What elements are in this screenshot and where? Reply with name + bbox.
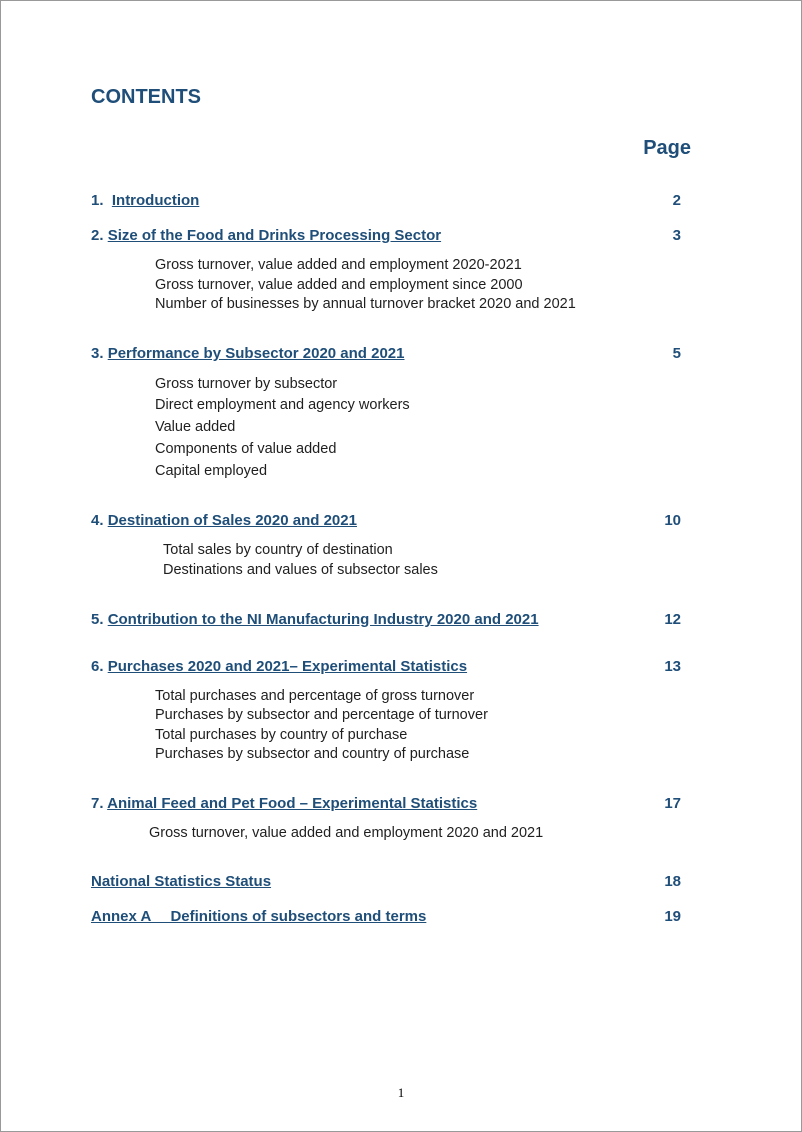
toc-subitem: Purchases by subsector and country of pu…: [155, 745, 711, 765]
toc-subitem: Components of value added: [155, 439, 711, 461]
toc-entry-label[interactable]: 5. Contribution to the NI Manufacturing …: [91, 611, 539, 628]
toc-subitem: Number of businesses by annual turnover …: [155, 295, 711, 315]
contents-title: CONTENTS: [91, 86, 711, 109]
toc-subitem: Direct employment and agency workers: [155, 395, 711, 417]
toc-row: 2. Size of the Food and Drinks Processin…: [91, 227, 711, 244]
toc-entry-label[interactable]: 7. Animal Feed and Pet Food – Experiment…: [91, 795, 477, 812]
toc-subitem: Gross turnover, value added and employme…: [149, 824, 711, 844]
toc-entry: 7. Animal Feed and Pet Food – Experiment…: [91, 795, 711, 844]
toc-entry-link[interactable]: Annex A Definitions of subsectors and te…: [91, 908, 426, 925]
toc-entry-number: 2.: [91, 227, 104, 244]
toc-entry-number: 4.: [91, 512, 104, 529]
toc-subitem: Capital employed: [155, 461, 711, 483]
toc-entry: National Statistics Status 18: [91, 873, 711, 890]
toc-entry-link[interactable]: Animal Feed and Pet Food – Experimental …: [107, 795, 477, 812]
toc-subitems: Total sales by country of destinationDes…: [163, 541, 711, 580]
toc-entry: 2. Size of the Food and Drinks Processin…: [91, 227, 711, 315]
toc-entry-label[interactable]: 4. Destination of Sales 2020 and 2021: [91, 512, 357, 529]
toc-row: 7. Animal Feed and Pet Food – Experiment…: [91, 795, 711, 812]
toc-entry: 6. Purchases 2020 and 2021– Experimental…: [91, 658, 711, 765]
toc-subitem: Purchases by subsector and percentage of…: [155, 706, 711, 726]
toc-row: 4. Destination of Sales 2020 and 2021 10: [91, 512, 711, 529]
toc-entry-page: 19: [664, 908, 711, 925]
toc-entry-link[interactable]: National Statistics Status: [91, 873, 271, 890]
toc-entry-label[interactable]: 6. Purchases 2020 and 2021– Experimental…: [91, 658, 467, 675]
toc-entry: 1. Introduction 2: [91, 192, 711, 209]
toc-entry-page: 12: [664, 611, 711, 628]
toc-subitems: Total purchases and percentage of gross …: [155, 687, 711, 765]
toc-subitems: Gross turnover, value added and employme…: [149, 824, 711, 844]
toc-entry-page: 2: [673, 192, 711, 209]
toc-entry-number: 6.: [91, 658, 104, 675]
toc-subitem: Gross turnover, value added and employme…: [155, 256, 711, 276]
toc-subitems: Gross turnover by subsectorDirect employ…: [155, 374, 711, 483]
toc-entry-page: 5: [673, 345, 711, 362]
page-column-header: Page: [91, 137, 711, 160]
toc-entry-link[interactable]: Introduction: [112, 192, 199, 209]
toc-entry-label[interactable]: 3. Performance by Subsector 2020 and 202…: [91, 345, 405, 362]
toc-subitems: Gross turnover, value added and employme…: [155, 256, 711, 315]
toc-entry-number: 3.: [91, 345, 104, 362]
toc-entry-label[interactable]: National Statistics Status: [91, 873, 271, 890]
toc-entry-number: 5.: [91, 611, 104, 628]
toc-entry-page: 3: [673, 227, 711, 244]
toc-entry-label[interactable]: 2. Size of the Food and Drinks Processin…: [91, 227, 441, 244]
toc-container: 1. Introduction 2 2. Size of the Food and …: [91, 192, 711, 925]
toc-entry-link[interactable]: Destination of Sales 2020 and 2021: [108, 512, 357, 529]
toc-entry-link[interactable]: Size of the Food and Drinks Processing S…: [108, 227, 441, 244]
toc-entry: Annex A Definitions of subsectors and te…: [91, 908, 711, 925]
toc-subitem: Gross turnover by subsector: [155, 374, 711, 396]
toc-subitem: Gross turnover, value added and employme…: [155, 276, 711, 296]
toc-entry: 3. Performance by Subsector 2020 and 202…: [91, 345, 711, 483]
toc-entry-page: 18: [664, 873, 711, 890]
toc-subitem: Total sales by country of destination: [163, 541, 711, 561]
toc-row: 3. Performance by Subsector 2020 and 202…: [91, 345, 711, 362]
toc-entry-page: 13: [664, 658, 711, 675]
toc-entry-page: 17: [664, 795, 711, 812]
toc-entry-label[interactable]: Annex A Definitions of subsectors and te…: [91, 908, 426, 925]
toc-entry-link[interactable]: Performance by Subsector 2020 and 2021: [108, 345, 405, 362]
toc-subitem: Value added: [155, 417, 711, 439]
toc-subitem: Destinations and values of subsector sal…: [163, 561, 711, 581]
toc-row: 5. Contribution to the NI Manufacturing …: [91, 611, 711, 628]
toc-entry-number: 1.: [91, 192, 104, 209]
toc-entry-link[interactable]: Contribution to the NI Manufacturing Ind…: [108, 611, 539, 628]
toc-row: 6. Purchases 2020 and 2021– Experimental…: [91, 658, 711, 675]
toc-entry-label[interactable]: 1. Introduction: [91, 192, 199, 209]
toc-entry-page: 10: [664, 512, 711, 529]
toc-row: 1. Introduction 2: [91, 192, 711, 209]
toc-entry-link[interactable]: Purchases 2020 and 2021– Experimental St…: [108, 658, 467, 675]
toc-entry: 4. Destination of Sales 2020 and 2021 10 T…: [91, 512, 711, 580]
toc-subitem: Total purchases and percentage of gross …: [155, 687, 711, 707]
toc-row: Annex A Definitions of subsectors and te…: [91, 908, 711, 925]
toc-entry-number: 7.: [91, 795, 104, 812]
toc-row: National Statistics Status 18: [91, 873, 711, 890]
toc-entry: 5. Contribution to the NI Manufacturing …: [91, 611, 711, 628]
page-number: 1: [398, 1085, 405, 1101]
toc-subitem: Total purchases by country of purchase: [155, 726, 711, 746]
